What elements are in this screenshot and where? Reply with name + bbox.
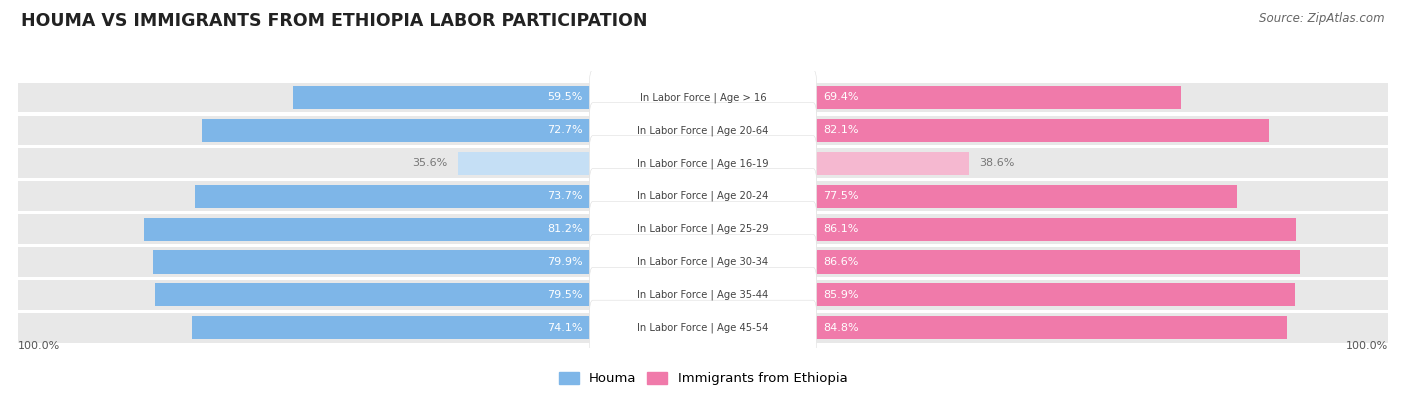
Bar (17, 214, 1389, 244)
Bar (703, 284, 1295, 307)
Bar (17, 116, 1389, 145)
Legend: Houma, Immigrants from Ethiopia: Houma, Immigrants from Ethiopia (554, 367, 852, 391)
FancyBboxPatch shape (589, 135, 817, 191)
Bar (17, 280, 1389, 310)
Text: 72.7%: 72.7% (547, 125, 582, 135)
Text: 86.1%: 86.1% (824, 224, 859, 234)
Bar (703, 218, 1296, 241)
Bar (703, 316, 1288, 339)
Bar (17, 181, 1389, 211)
Bar (703, 119, 1268, 142)
Text: In Labor Force | Age 35-44: In Labor Force | Age 35-44 (637, 290, 769, 300)
FancyBboxPatch shape (589, 169, 817, 224)
FancyBboxPatch shape (589, 300, 817, 356)
Text: 100.0%: 100.0% (17, 341, 59, 351)
Bar (202, 119, 703, 142)
Text: HOUMA VS IMMIGRANTS FROM ETHIOPIA LABOR PARTICIPATION: HOUMA VS IMMIGRANTS FROM ETHIOPIA LABOR … (21, 12, 648, 30)
Text: In Labor Force | Age > 16: In Labor Force | Age > 16 (640, 92, 766, 103)
Text: In Labor Force | Age 25-29: In Labor Force | Age 25-29 (637, 224, 769, 234)
Text: Source: ZipAtlas.com: Source: ZipAtlas.com (1260, 12, 1385, 25)
Text: 38.6%: 38.6% (979, 158, 1015, 168)
Bar (143, 218, 703, 241)
Bar (17, 149, 1389, 178)
FancyBboxPatch shape (589, 70, 817, 125)
Text: In Labor Force | Age 20-24: In Labor Force | Age 20-24 (637, 191, 769, 201)
FancyBboxPatch shape (589, 234, 817, 290)
Bar (703, 152, 969, 175)
Bar (703, 250, 1299, 273)
Bar (17, 83, 1389, 112)
Text: 79.5%: 79.5% (547, 290, 582, 300)
Bar (155, 284, 703, 307)
Bar (193, 316, 703, 339)
Text: In Labor Force | Age 16-19: In Labor Force | Age 16-19 (637, 158, 769, 169)
Text: 86.6%: 86.6% (824, 257, 859, 267)
Text: In Labor Force | Age 45-54: In Labor Force | Age 45-54 (637, 323, 769, 333)
Text: 69.4%: 69.4% (824, 92, 859, 102)
Text: 100.0%: 100.0% (1347, 341, 1389, 351)
Text: In Labor Force | Age 20-64: In Labor Force | Age 20-64 (637, 125, 769, 135)
Text: 74.1%: 74.1% (547, 323, 582, 333)
Text: 85.9%: 85.9% (824, 290, 859, 300)
FancyBboxPatch shape (589, 267, 817, 323)
Bar (458, 152, 703, 175)
Text: In Labor Force | Age 30-34: In Labor Force | Age 30-34 (637, 257, 769, 267)
Text: 59.5%: 59.5% (547, 92, 582, 102)
Bar (703, 86, 1181, 109)
FancyBboxPatch shape (589, 201, 817, 257)
Bar (17, 313, 1389, 342)
Text: 84.8%: 84.8% (824, 323, 859, 333)
Text: 81.2%: 81.2% (547, 224, 582, 234)
FancyBboxPatch shape (589, 103, 817, 158)
Text: 35.6%: 35.6% (412, 158, 447, 168)
Text: 73.7%: 73.7% (547, 191, 582, 201)
Bar (195, 185, 703, 208)
Bar (17, 247, 1389, 277)
Text: 82.1%: 82.1% (824, 125, 859, 135)
Text: 77.5%: 77.5% (824, 191, 859, 201)
Bar (292, 86, 703, 109)
Bar (152, 250, 703, 273)
Text: 79.9%: 79.9% (547, 257, 582, 267)
Bar (703, 185, 1237, 208)
